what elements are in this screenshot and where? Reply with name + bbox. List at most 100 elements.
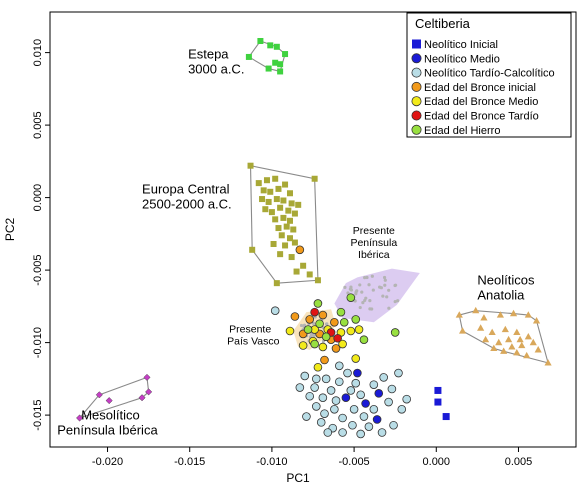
legend-title: Celtiberia — [415, 16, 471, 31]
present-sample-dot — [381, 294, 385, 298]
point-europa-central — [275, 225, 282, 232]
point-neolitico-tardio-calcolitico — [320, 409, 329, 418]
point-europa-central — [295, 201, 302, 208]
axes: -0.020 -0.015 -0.010 -0.005 0.000 0.005 0.010 0… — [3, 11, 577, 485]
legend-label-edad-del-bronce-medio: Edad del Bronce Medio — [424, 96, 538, 108]
point-europa-central — [291, 239, 298, 246]
point-europa-central — [285, 207, 292, 214]
y-tick-label: 0.005 — [32, 111, 44, 139]
y-axis-label: PC2 — [3, 218, 17, 242]
present-sample-dot — [368, 299, 372, 303]
legend-label-neolitico-tardio-calcolitico: Neolítico Tardío-Calcolítico — [424, 68, 555, 80]
annotation-line: Península — [350, 237, 397, 249]
point-neolitico-tardio-calcolitico — [310, 383, 319, 392]
point-mesolitico-peninsula-iberica — [138, 394, 146, 402]
present-sample-dot — [393, 299, 397, 304]
point-europa-central — [277, 251, 284, 258]
x-tick-label: 0.000 — [423, 456, 451, 468]
point-neolitico-tardio-calcolitico — [321, 374, 331, 384]
present-sample-dot — [385, 295, 389, 299]
point-neolitico-medio — [372, 415, 382, 424]
point-edad-del-bronce-medio — [351, 354, 361, 363]
point-neolitico-medio — [341, 393, 351, 403]
point-europa-central — [249, 246, 256, 253]
point-neolitico-tardio-calcolitico — [326, 386, 336, 395]
point-neolitico-tardio-calcolitico — [318, 393, 328, 403]
legend-label-neolitico-inicial: Neolítico Inicial — [424, 39, 498, 51]
point-europa-central — [280, 214, 287, 221]
point-europa-central — [272, 175, 279, 182]
hull-mesolitico-peninsula-iberica — [77, 376, 150, 420]
point-neoliticos-anatolia — [496, 311, 504, 318]
present-sample-dot — [358, 305, 362, 310]
present-sample-dot — [365, 275, 369, 280]
present-sample-dot — [396, 299, 400, 303]
present-sample-dot — [358, 283, 362, 287]
point-edad-del-bronce-medio — [298, 341, 308, 350]
point-neoliticos-anatolia — [513, 328, 521, 336]
point-europa-central — [259, 196, 266, 203]
x-tick-label: -0.020 — [92, 456, 123, 468]
annotation-mesolitico: Mesolítico Península Ibérica — [57, 407, 158, 437]
present-sample-dot — [346, 291, 350, 295]
plot-frame — [49, 11, 577, 448]
point-edad-del-bronce-inicial — [331, 344, 341, 353]
present-sample-dot — [382, 275, 387, 280]
point-europa-central — [286, 235, 293, 242]
point-europa-central — [288, 254, 295, 261]
y-tick-label: 0.010 — [32, 39, 44, 67]
annotation-line: Neolíticos — [477, 273, 535, 288]
point-edad-del-hierro — [351, 315, 361, 324]
annotation-europa-central: Europa Central 2500-2000 a.C. — [142, 181, 232, 211]
point-europa-central — [306, 271, 313, 278]
point-neolitico-tardio-calcolitico — [331, 396, 341, 405]
legend-marker-neolitico-inicial — [412, 39, 421, 49]
point-estepa — [282, 51, 289, 58]
y-tick-label: 0.000 — [32, 184, 44, 212]
point-neoliticos-anatolia — [508, 343, 516, 350]
present-sample-dot — [393, 283, 398, 287]
point-edad-del-bronce-medio — [354, 325, 364, 334]
point-neolitico-inicial — [442, 413, 450, 421]
point-neolitico-tardio-calcolitico — [330, 404, 339, 414]
point-neolitico-tardio-calcolitico — [397, 404, 407, 414]
point-neoliticos-anatolia — [518, 341, 526, 349]
point-estepa — [272, 59, 279, 66]
point-edad-del-bronce-medio — [346, 326, 356, 336]
present-sample-dot — [299, 323, 304, 328]
point-estepa — [245, 53, 252, 60]
point-europa-central — [291, 210, 298, 217]
point-edad-del-bronce-medio — [338, 339, 347, 349]
legend-marker-edad-del-bronce-tardio — [411, 110, 422, 121]
annotation-line: Península Ibérica — [57, 422, 158, 437]
legend-label-edad-del-hierro: Edad del Hierro — [424, 125, 500, 137]
region-presente-peninsula-iberica — [334, 268, 420, 323]
point-neoliticos-anatolia — [516, 335, 524, 343]
annotation-neoliticos: Neolíticos Anatolia — [477, 273, 535, 303]
point-europa-central — [311, 175, 318, 182]
point-europa-central — [282, 242, 289, 249]
point-neoliticos-anatolia — [480, 314, 488, 321]
point-neolitico-medio — [353, 368, 362, 378]
point-estepa — [277, 61, 284, 68]
annotation-line: País Vasco — [227, 335, 279, 347]
point-neolitico-tardio-calcolitico — [402, 394, 411, 404]
point-estepa — [273, 43, 280, 50]
point-neoliticos-anatolia — [472, 306, 480, 314]
point-neolitico-tardio-calcolitico — [387, 384, 397, 394]
legend-marker-neolitico-medio — [411, 53, 422, 64]
point-europa-central — [263, 177, 270, 184]
point-neoliticos-anatolia — [524, 311, 532, 318]
point-neolitico-tardio-calcolitico — [334, 377, 344, 387]
point-edad-del-hierro — [359, 335, 369, 345]
present-sample-dot — [354, 290, 358, 294]
present-sample-dot — [378, 285, 382, 289]
present-sample-dot — [311, 321, 316, 326]
point-neolitico-tardio-calcolitico — [311, 402, 321, 411]
annotation-line: Ibérica — [358, 249, 390, 261]
annotations: Estepa 3000 a.C. Europa Central 2500-2000 a… — [57, 46, 535, 437]
point-edad-del-hierro — [390, 328, 400, 337]
point-neolitico-tardio-calcolitico — [351, 378, 361, 388]
point-edad-del-hierro — [303, 325, 313, 334]
point-neoliticos-anatolia — [532, 317, 541, 324]
